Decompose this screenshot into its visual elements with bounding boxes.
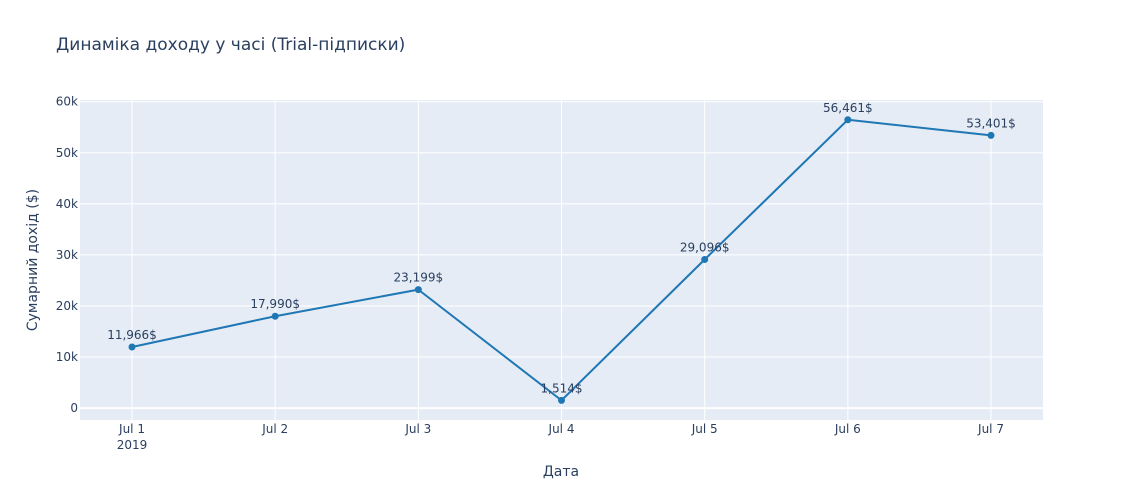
y-tick-label: 50k [56,146,78,160]
y-axis-ticks: 0 10k 20k 30k 40k 50k 60k [56,95,78,415]
x-tick-label: Jul 6 [834,422,861,436]
data-label: 29,096$ [680,241,730,255]
x-tick-label: Jul 4 [548,422,575,436]
data-label: 23,199$ [394,271,444,285]
data-point [271,312,279,320]
data-labels: 11,966$ 17,990$ 23,199$ 1,514$ 29,096$ 56,461… [107,101,1016,396]
data-label: 56,461$ [823,101,873,115]
series-layer [128,116,995,404]
y-axis-title: Сумарний дохід ($) [25,189,41,331]
y-tick-label: 40k [56,197,78,211]
data-point [844,116,852,124]
y-tick-label: 30k [56,248,78,262]
data-point [987,131,995,139]
x-tick-label: Jul 7 [977,422,1004,436]
x-tick-label: Jul 2 [261,422,288,436]
x-axis-title: Дата [543,464,579,480]
x-tick-label: Jul 1 [118,422,145,436]
data-point [414,286,422,294]
x-axis-ticks: Jul 1 Jul 2 Jul 3 Jul 4 Jul 5 Jul 6 Jul 7 2019 [117,422,1004,452]
data-label: 1,514$ [541,381,583,395]
data-point [128,343,136,351]
chart-title: Динаміка доходу у часі (Trial-підписки) [56,35,405,55]
x-tick-label: Jul 3 [404,422,431,436]
data-label: 11,966$ [107,328,157,342]
y-tick-label: 60k [56,95,78,109]
x-tick-label: Jul 5 [691,422,718,436]
data-point [701,256,709,264]
y-tick-label: 0 [70,401,78,415]
data-label: 53,401$ [966,116,1016,130]
data-point [558,396,565,404]
y-tick-label: 20k [56,299,78,313]
x-tick-year-label: 2019 [117,438,148,452]
y-tick-label: 10k [56,350,78,364]
data-label: 17,990$ [250,297,300,311]
